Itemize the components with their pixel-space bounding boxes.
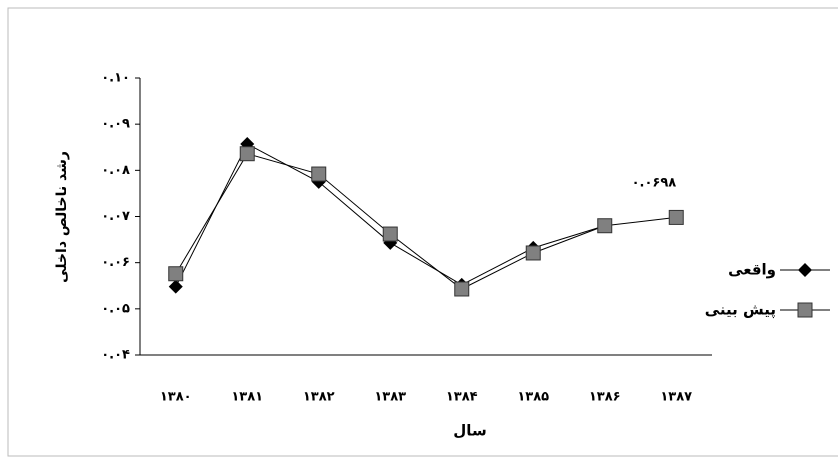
data-point (383, 227, 397, 241)
legend-marker (798, 303, 812, 317)
data-point (312, 167, 326, 181)
y-tick-label: ۰.۰۴ (101, 348, 130, 363)
x-tick-label: ۱۳۸۷ (660, 390, 692, 405)
x-tick-label: ۱۳۸۵ (517, 390, 549, 405)
data-point (169, 267, 183, 281)
x-axis-title: سال (453, 422, 486, 440)
annotation: ۰.۰۶۹۸ (632, 176, 677, 191)
y-tick-label: ۰.۰۹ (101, 117, 130, 132)
data-point (526, 246, 540, 260)
y-tick-label: ۰.۰۷ (101, 209, 130, 224)
legend-label: پیش بینی (705, 301, 776, 320)
chart-frame (8, 8, 838, 456)
x-tick-label: ۱۳۸۲ (303, 390, 335, 405)
y-axis-title: رشد ناخالص داخلی (54, 151, 70, 283)
x-tick-label: ۱۳۸۶ (589, 390, 621, 405)
y-tick-label: ۰.۰۸ (101, 163, 130, 178)
data-point (598, 219, 612, 233)
x-tick-label: ۱۳۸۳ (374, 390, 406, 405)
y-tick-label: ۰.۰۵ (101, 301, 130, 316)
legend-label: واقعی (728, 261, 776, 279)
x-tick-label: ۱۳۸۰ (160, 390, 192, 405)
data-point (455, 282, 469, 296)
chart: سال رشد ناخالص داخلی ۰.۰۴ ۰.۰۵ ۰.۰۶ ۰.۰۷ ۰.۰… (0, 0, 838, 464)
x-tick-label: ۱۳۸۴ (446, 390, 478, 405)
y-tick-label: ۰.۰۶ (101, 255, 130, 270)
x-tick-label: ۱۳۸۱ (231, 390, 263, 405)
data-point (240, 147, 254, 161)
y-tick-label: ۰.۱۰ (101, 71, 130, 86)
data-point (669, 210, 683, 224)
